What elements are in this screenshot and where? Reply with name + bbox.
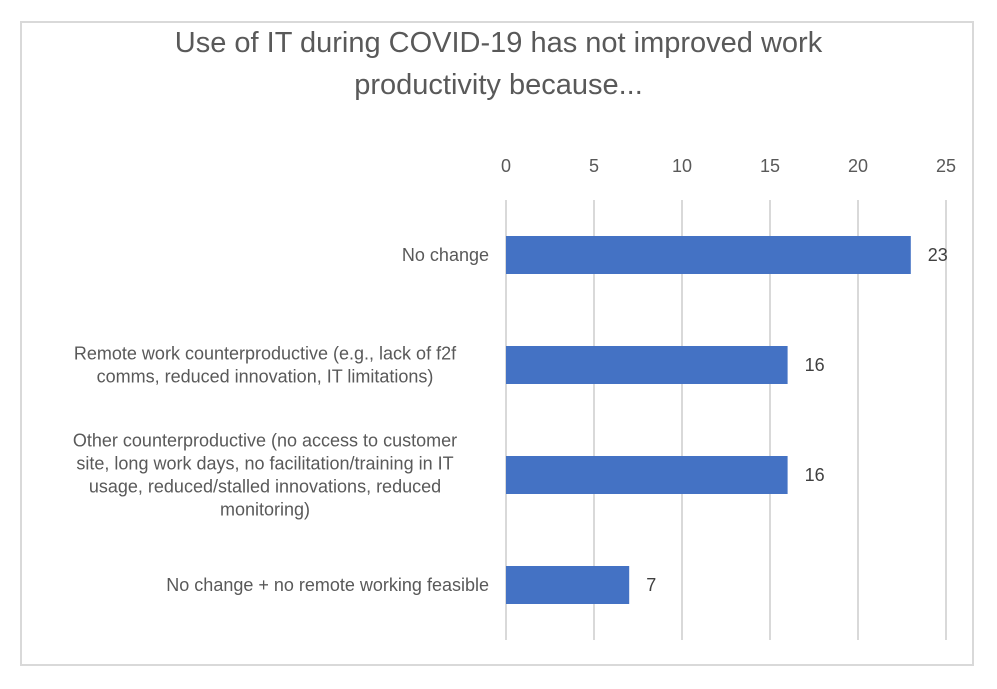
chart-title-line-1: Use of IT during COVID-19 has not improv… — [174, 27, 823, 59]
x-axis-ticks: 0 5 10 15 20 25 — [501, 156, 956, 176]
x-tick-label: 10 — [672, 156, 692, 176]
bar — [506, 236, 911, 274]
data-label: 16 — [805, 465, 825, 485]
category-label-line: comms, reduced innovation, IT limitation… — [97, 367, 434, 387]
data-label: 7 — [646, 575, 656, 595]
category-label-line: No change — [402, 245, 489, 265]
bar — [506, 566, 630, 604]
category-label: No change + no remote working feasible — [166, 575, 489, 595]
category-label: Other counterproductive (no access to cu… — [73, 431, 457, 520]
chart-title-line-2: productivity because... — [354, 69, 643, 101]
chart-title: Use of IT during COVID-19 has not improv… — [0, 22, 997, 106]
category-label-line: usage, reduced/stalled innovations, redu… — [89, 477, 441, 497]
category-label-line: Remote work counterproductive (e.g., lac… — [74, 344, 457, 364]
category-label-line: monitoring) — [220, 500, 310, 520]
bar — [506, 346, 788, 384]
x-tick-label: 15 — [760, 156, 780, 176]
data-label: 23 — [928, 245, 948, 265]
x-tick-label: 20 — [848, 156, 868, 176]
bars — [506, 236, 911, 604]
category-label: No change — [402, 245, 489, 265]
category-label-line: site, long work days, no facilitation/tr… — [76, 454, 453, 474]
category-label-line: No change + no remote working feasible — [166, 575, 489, 595]
category-label: Remote work counterproductive (e.g., lac… — [74, 344, 457, 387]
x-tick-label: 5 — [589, 156, 599, 176]
data-labels: 23 16 16 7 — [646, 245, 948, 595]
category-label-line: Other counterproductive (no access to cu… — [73, 431, 457, 451]
x-tick-label: 25 — [936, 156, 956, 176]
bar — [506, 456, 788, 494]
chart-area — [20, 21, 974, 666]
x-tick-label: 0 — [501, 156, 511, 176]
data-label: 16 — [805, 355, 825, 375]
category-labels: No change Remote work counterproductive (… — [73, 245, 489, 595]
